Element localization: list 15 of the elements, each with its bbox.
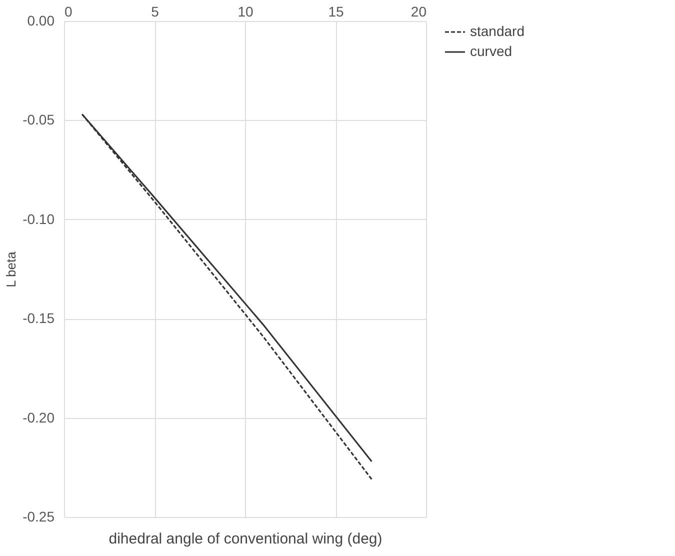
x-tick-label: 15 [328, 4, 344, 20]
legend-label: curved [470, 43, 512, 59]
y-tick-label: -0.15 [22, 310, 55, 326]
x-axis-title: dihedral angle of conventional wing (deg) [108, 530, 382, 548]
legend-label: standard [470, 23, 524, 39]
y-tick-label: -0.05 [22, 112, 55, 128]
x-tick-label: 10 [238, 4, 254, 20]
y-tick-label: -0.20 [22, 409, 55, 426]
y-axis-title: L beta [4, 250, 19, 288]
y-tick-label: 0.00 [27, 12, 55, 28]
x-tick-label: 0 [64, 4, 72, 20]
y-tick-label: -0.10 [22, 210, 55, 227]
x-tick-label: 5 [151, 4, 160, 20]
x-tick-label: 20 [410, 4, 427, 20]
y-tick-label: -0.25 [22, 508, 55, 524]
